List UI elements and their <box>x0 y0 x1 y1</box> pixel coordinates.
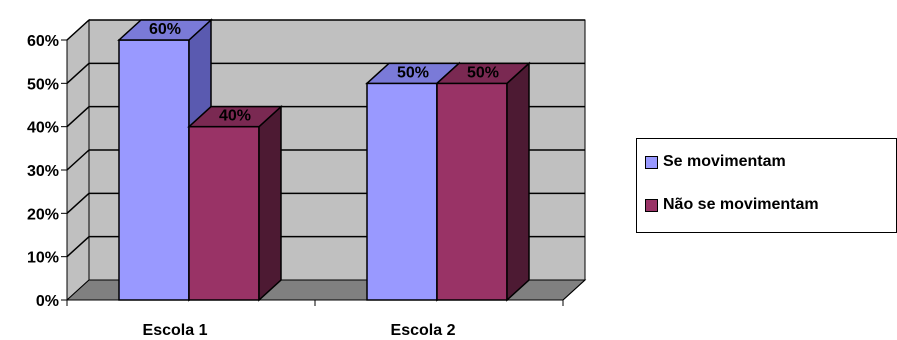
legend-swatch-se-movimentam <box>645 155 658 169</box>
bar-top <box>117 19 213 41</box>
data-label: 60% <box>149 21 181 38</box>
y-tick-label: 0% <box>36 293 59 310</box>
grid-line-side <box>66 106 90 128</box>
legend: Se movimentam Não se movimentam <box>636 138 897 233</box>
grid-line-side <box>66 236 90 258</box>
legend-label-nao-se-movimentam: Não se movimentam <box>663 196 819 213</box>
axes <box>61 39 586 306</box>
grid-line-side <box>66 19 90 41</box>
x-axis-end <box>562 279 586 301</box>
grid-line-side <box>66 62 90 84</box>
bar-top <box>435 62 531 85</box>
legend-label-se-movimentam: Se movimentam <box>663 153 786 170</box>
y-tick-label: 20% <box>27 206 59 223</box>
bar-front <box>118 39 190 301</box>
grid-line-side <box>66 149 90 171</box>
legend-item-se-movimentam: Se movimentam <box>645 153 786 171</box>
bar <box>435 61 531 302</box>
y-tick-label: 10% <box>27 250 59 267</box>
x-category-label: Escola 1 <box>143 322 208 339</box>
grid-line-side <box>66 192 90 214</box>
data-label: 40% <box>219 108 251 125</box>
bar-side <box>258 104 282 302</box>
bar <box>187 104 283 302</box>
bar-side <box>506 61 530 302</box>
legend-item-nao-se-movimentam: Não se movimentam <box>645 196 819 214</box>
bar-front <box>188 125 260 301</box>
y-tick-label: 60% <box>27 33 59 50</box>
y-tick-label: 30% <box>27 163 59 180</box>
bar-top <box>187 105 283 128</box>
bar-front <box>366 82 438 301</box>
legend-swatch-nao-se-movimentam <box>645 198 658 212</box>
y-tick-label: 50% <box>27 76 59 93</box>
data-label: 50% <box>397 64 429 81</box>
y-tick-label: 40% <box>27 120 59 137</box>
labels: 0% 10% 20% 30% 40% 50% 60% Escola 1 60% 40% Escola… <box>27 21 499 339</box>
x-category-label: Escola 2 <box>391 322 456 339</box>
bars <box>117 18 531 302</box>
data-label: 50% <box>467 64 499 81</box>
bar-front <box>436 82 508 301</box>
